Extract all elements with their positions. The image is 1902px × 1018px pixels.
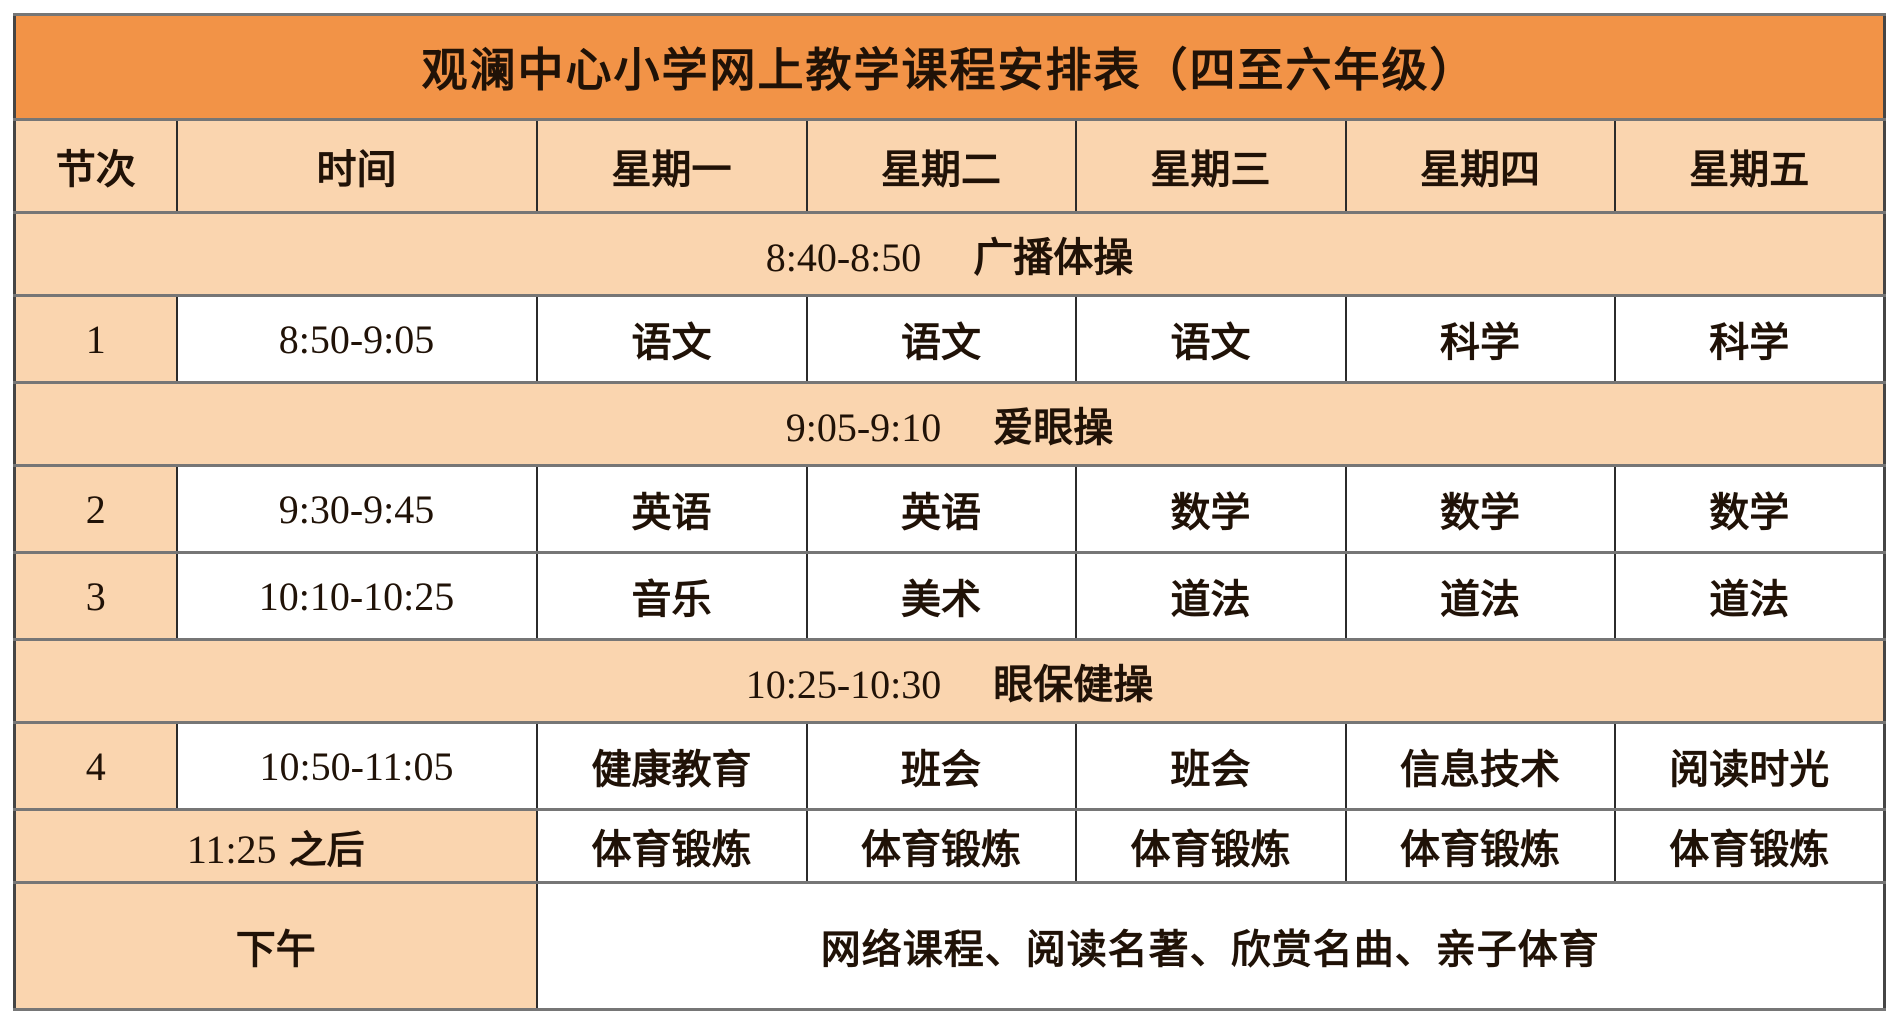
subject-cell-thu: 体育锻炼 <box>1344 808 1616 884</box>
break-row-eye-protection: 10:25-10:30 眼保健操 <box>13 638 1886 724</box>
subject-cell-tue: 英语 <box>805 464 1077 554</box>
time-cell: 10:50-11:05 <box>175 721 538 811</box>
period-row-1: 1 8:50-9:05 语文 语文 语文 科学 科学 <box>13 294 1886 384</box>
title-row: 观澜中心小学网上教学课程安排表（四至六年级） <box>13 13 1886 121</box>
afternoon-row: 下午 网络课程、阅读名著、欣赏名曲、亲子体育 <box>13 881 1886 1011</box>
col-header-tuesday: 星期二 <box>805 118 1077 214</box>
subject-cell-fri: 道法 <box>1613 551 1886 641</box>
period-row-4: 4 10:50-11:05 健康教育 班会 班会 信息技术 阅读时光 <box>13 721 1886 811</box>
subject-cell-wed: 班会 <box>1074 721 1347 811</box>
after-time: 11:25 <box>186 826 277 872</box>
break-cell: 8:40-8:50 广播体操 <box>13 211 1886 297</box>
col-header-friday: 星期五 <box>1613 118 1886 214</box>
col-header-monday: 星期一 <box>535 118 808 214</box>
period-number: 4 <box>13 721 178 811</box>
break-row-eye-exercise: 9:05-9:10 爱眼操 <box>13 381 1886 467</box>
afternoon-content-cell: 网络课程、阅读名著、欣赏名曲、亲子体育 <box>535 881 1886 1011</box>
subject-cell-mon: 英语 <box>535 464 808 554</box>
subject-cell-wed: 语文 <box>1074 294 1347 384</box>
break-label: 广播体操 <box>973 236 1134 280</box>
subject-cell-wed: 道法 <box>1074 551 1347 641</box>
period-number: 1 <box>13 294 178 384</box>
subject-cell-thu: 道法 <box>1344 551 1616 641</box>
period-number: 3 <box>13 551 178 641</box>
break-label: 爱眼操 <box>993 406 1114 450</box>
schedule-table: 观澜中心小学网上教学课程安排表（四至六年级） 节次 时间 星期一 星期二 星期三… <box>13 13 1887 1011</box>
break-cell: 9:05-9:10 爱眼操 <box>13 381 1886 467</box>
period-number: 2 <box>13 464 178 554</box>
subject-cell-wed: 数学 <box>1074 464 1347 554</box>
time-cell: 9:30-9:45 <box>175 464 538 554</box>
period-row-3: 3 10:10-10:25 音乐 美术 道法 道法 道法 <box>13 551 1886 641</box>
after-1125-row: 11:25 之后 体育锻炼 体育锻炼 体育锻炼 体育锻炼 体育锻炼 <box>13 808 1886 884</box>
after-suffix: 之后 <box>288 829 365 872</box>
subject-cell-mon: 语文 <box>535 294 808 384</box>
after-time-cell: 11:25 之后 <box>13 808 538 884</box>
subject-cell-fri: 科学 <box>1613 294 1886 384</box>
break-time: 8:40-8:50 <box>765 235 922 280</box>
subject-cell-mon: 健康教育 <box>535 721 808 811</box>
subject-cell-fri: 阅读时光 <box>1613 721 1886 811</box>
col-header-period: 节次 <box>13 118 178 214</box>
col-header-time: 时间 <box>175 118 538 214</box>
subject-cell-fri: 数学 <box>1613 464 1886 554</box>
break-label: 眼保健操 <box>993 663 1154 707</box>
period-row-2: 2 9:30-9:45 英语 英语 数学 数学 数学 <box>13 464 1886 554</box>
col-header-wednesday: 星期三 <box>1074 118 1347 214</box>
subject-cell-thu: 数学 <box>1344 464 1616 554</box>
break-row-gymnastics: 8:40-8:50 广播体操 <box>13 211 1886 297</box>
subject-cell-thu: 科学 <box>1344 294 1616 384</box>
page-title: 观澜中心小学网上教学课程安排表（四至六年级） <box>13 13 1886 121</box>
header-row: 节次 时间 星期一 星期二 星期三 星期四 星期五 <box>13 118 1886 214</box>
time-cell: 8:50-9:05 <box>175 294 538 384</box>
subject-cell-mon: 体育锻炼 <box>535 808 808 884</box>
subject-cell-mon: 音乐 <box>535 551 808 641</box>
subject-cell-tue: 班会 <box>805 721 1077 811</box>
subject-cell-tue: 语文 <box>805 294 1077 384</box>
col-header-thursday: 星期四 <box>1344 118 1616 214</box>
break-time: 10:25-10:30 <box>745 662 942 707</box>
afternoon-label-cell: 下午 <box>13 881 538 1011</box>
subject-cell-thu: 信息技术 <box>1344 721 1616 811</box>
break-cell: 10:25-10:30 眼保健操 <box>13 638 1886 724</box>
subject-cell-wed: 体育锻炼 <box>1074 808 1347 884</box>
subject-cell-tue: 美术 <box>805 551 1077 641</box>
subject-cell-tue: 体育锻炼 <box>805 808 1077 884</box>
time-cell: 10:10-10:25 <box>175 551 538 641</box>
subject-cell-fri: 体育锻炼 <box>1613 808 1886 884</box>
break-time: 9:05-9:10 <box>785 405 942 450</box>
